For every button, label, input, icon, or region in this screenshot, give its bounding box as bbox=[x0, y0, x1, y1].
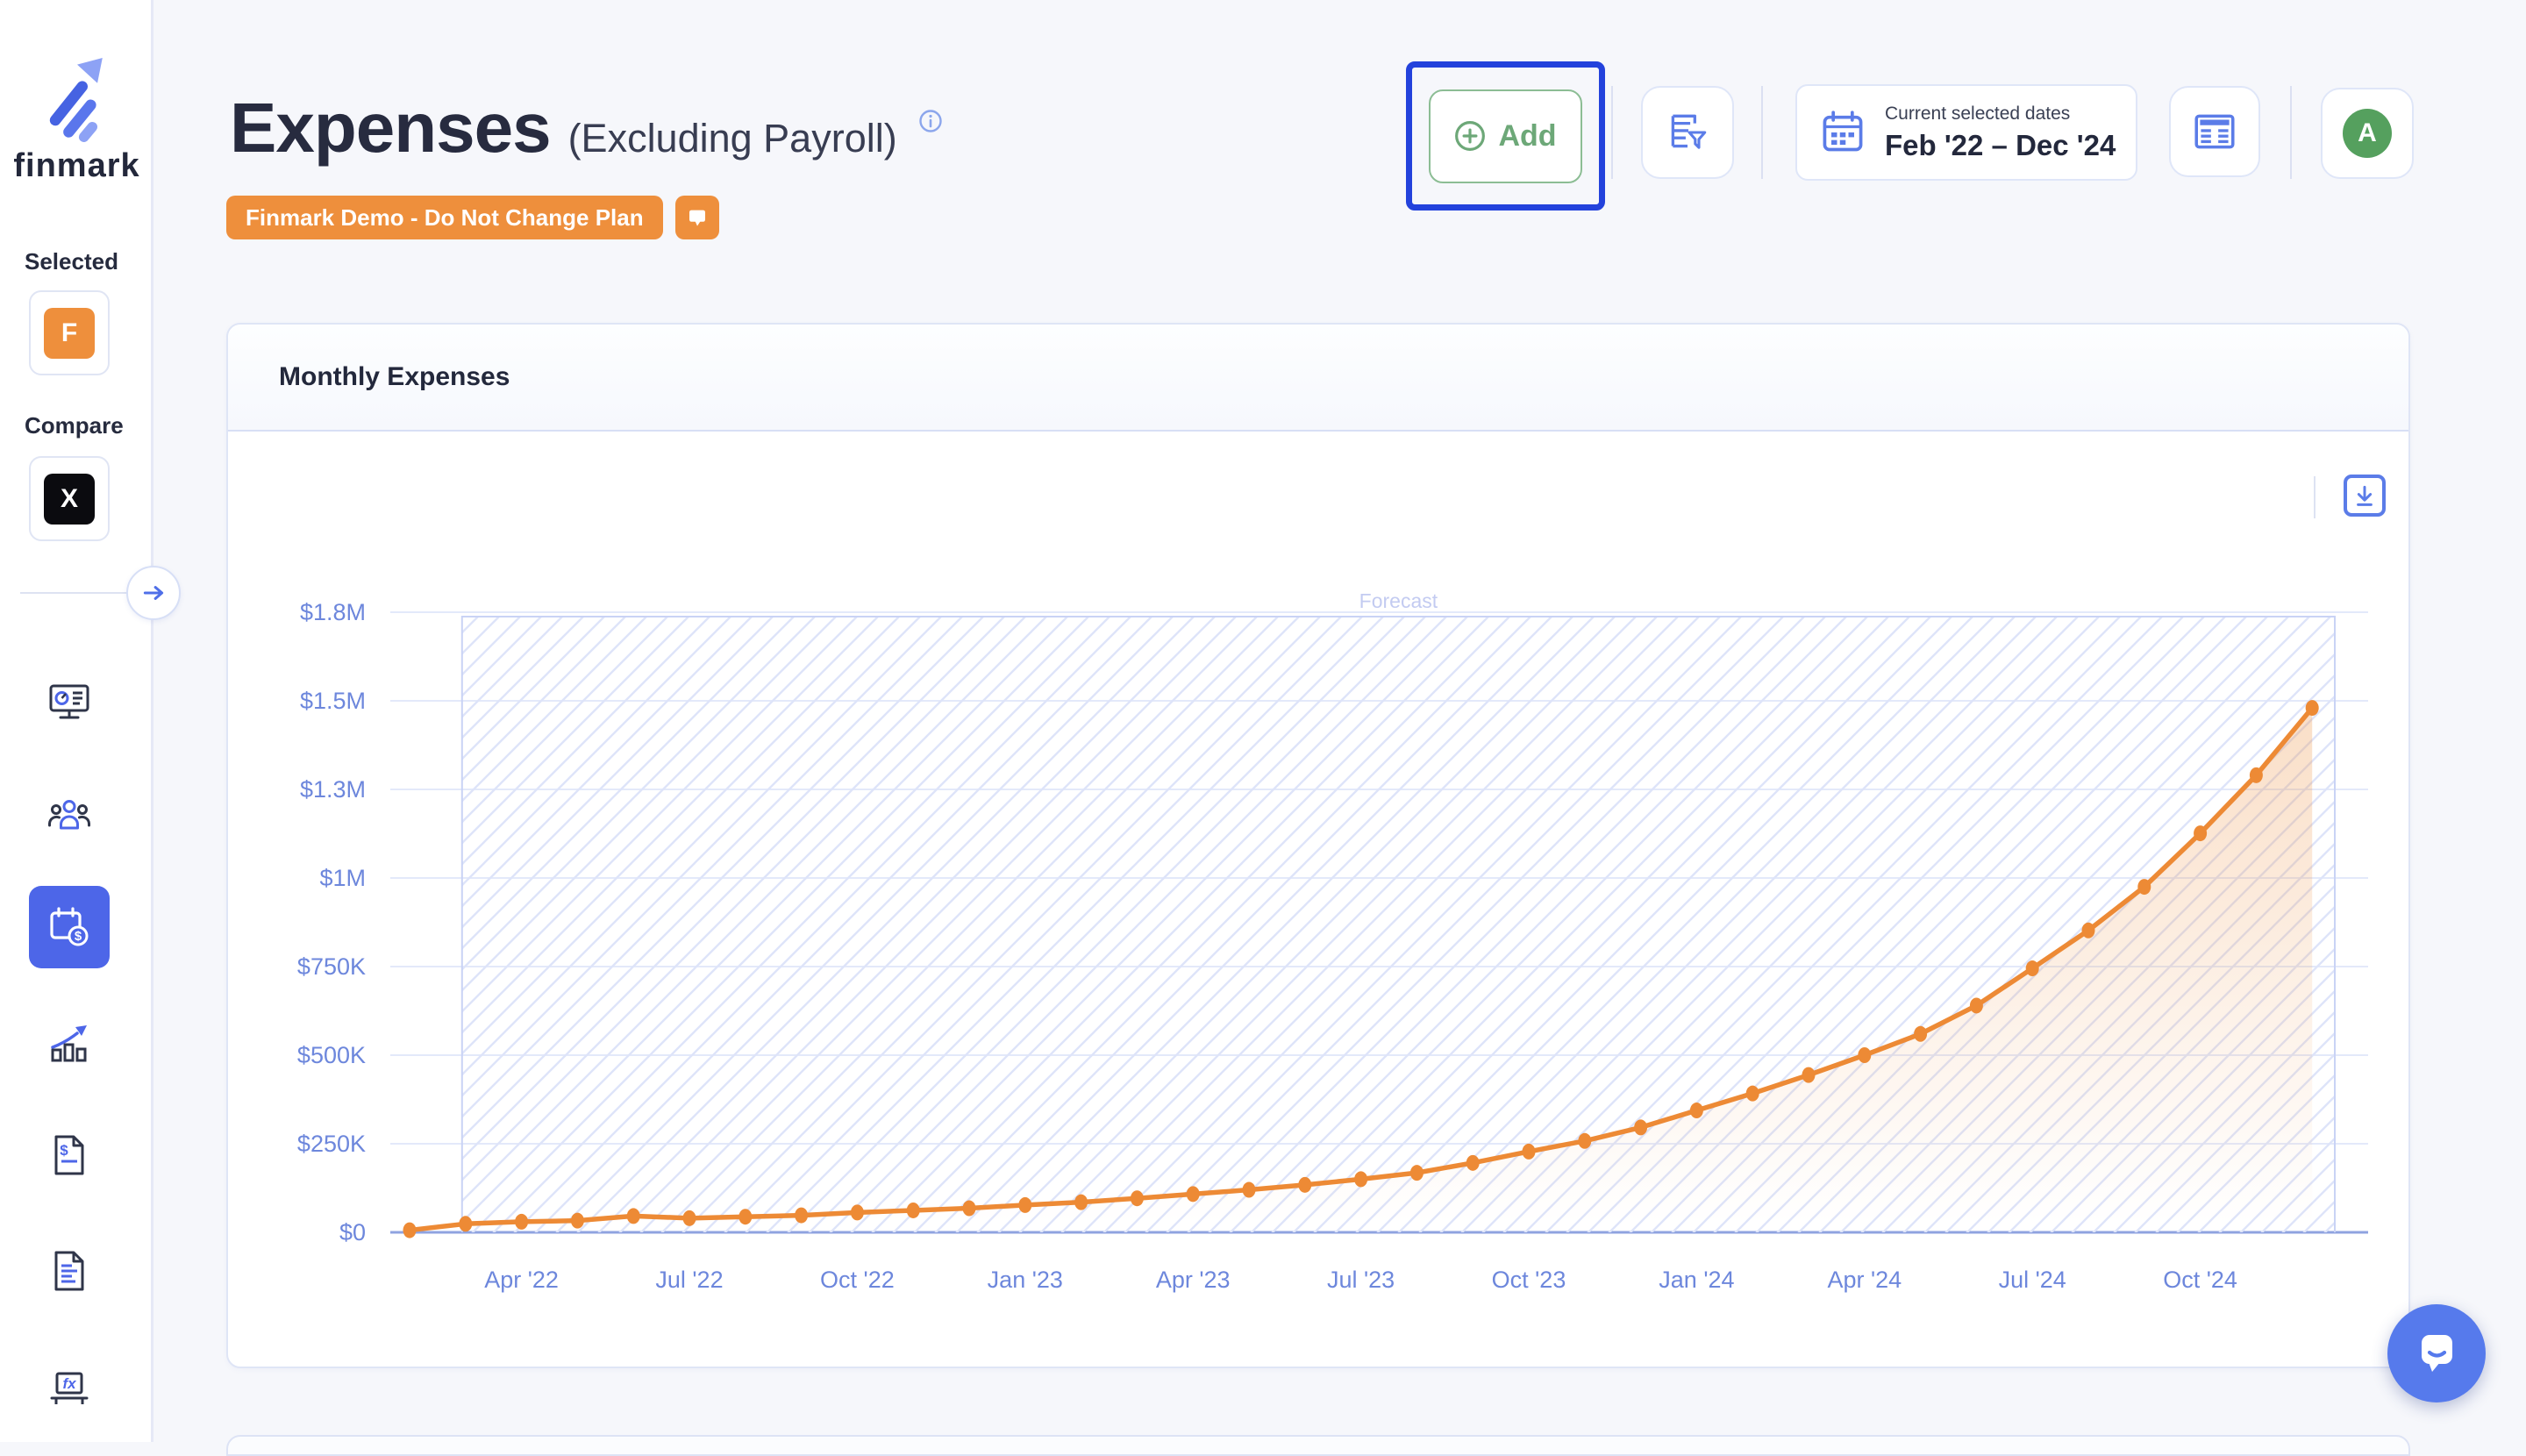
comment-button[interactable] bbox=[674, 196, 719, 239]
metrics-chart-icon bbox=[51, 1025, 87, 1062]
info-button[interactable] bbox=[918, 109, 943, 136]
invoice-document-icon: $ bbox=[54, 1135, 84, 1175]
filter-button[interactable] bbox=[1641, 86, 1734, 179]
monthly-expenses-chart: $0 $250K $500K $750K $1M $1.3M $1.5M $1.8M Forec… bbox=[297, 589, 2368, 1293]
dates-caption: Current selected dates bbox=[1885, 103, 2071, 124]
team-people-icon bbox=[48, 800, 90, 830]
svg-text:Oct '23: Oct '23 bbox=[1492, 1267, 1566, 1293]
page-header: Expenses (Excluding Payroll) bbox=[230, 88, 943, 168]
svg-text:$1.8M: $1.8M bbox=[300, 599, 366, 625]
compare-plan-card[interactable]: X bbox=[29, 456, 110, 541]
chart-toolbar-divider bbox=[2314, 476, 2316, 518]
page-title: Expenses bbox=[230, 89, 552, 167]
selected-plan-card[interactable]: F bbox=[29, 290, 110, 375]
svg-text:Jul '22: Jul '22 bbox=[655, 1267, 723, 1293]
nav-dashboard-button[interactable] bbox=[32, 664, 106, 738]
page-subtitle: (Excluding Payroll) bbox=[567, 116, 897, 161]
nav-metrics-button[interactable] bbox=[32, 1007, 106, 1081]
intercom-launcher[interactable] bbox=[2387, 1304, 2486, 1402]
svg-text:Apr '23: Apr '23 bbox=[1156, 1267, 1231, 1293]
svg-text:$: $ bbox=[75, 929, 82, 944]
svg-text:$1M: $1M bbox=[319, 865, 366, 891]
table-icon bbox=[2194, 114, 2235, 149]
controls-divider bbox=[1611, 86, 1613, 179]
plus-circle-icon bbox=[1455, 121, 1486, 151]
svg-text:Apr '22: Apr '22 bbox=[484, 1267, 559, 1293]
nav-invoices-button[interactable]: $ bbox=[32, 1118, 106, 1192]
svg-text:$: $ bbox=[60, 1142, 68, 1159]
controls-divider bbox=[1761, 86, 1763, 179]
svg-text:$0: $0 bbox=[339, 1219, 366, 1245]
date-range-button[interactable]: Current selected dates Feb '22 – Dec '24 bbox=[1795, 84, 2137, 181]
compare-label: Compare bbox=[25, 412, 124, 439]
svg-text:Forecast: Forecast bbox=[1359, 589, 1438, 612]
avatar-button[interactable]: A bbox=[2321, 88, 2414, 179]
svg-text:Oct '24: Oct '24 bbox=[2163, 1267, 2237, 1293]
svg-text:Jan '24: Jan '24 bbox=[1659, 1267, 1734, 1293]
sidebar-divider bbox=[20, 592, 127, 594]
svg-text:Jul '24: Jul '24 bbox=[1999, 1267, 2066, 1293]
avatar: A bbox=[2343, 109, 2392, 158]
nav-formulas-button[interactable]: fx bbox=[32, 1349, 106, 1423]
svg-text:$750K: $750K bbox=[297, 953, 366, 980]
svg-text:Oct '22: Oct '22 bbox=[820, 1267, 895, 1293]
chat-bubble-icon bbox=[2422, 1335, 2452, 1372]
controls-divider bbox=[2290, 86, 2292, 179]
add-button-highlight: Add bbox=[1406, 61, 1605, 211]
svg-text:$1.5M: $1.5M bbox=[300, 688, 366, 714]
svg-text:Jul '23: Jul '23 bbox=[1327, 1267, 1395, 1293]
svg-text:$500K: $500K bbox=[297, 1042, 366, 1068]
report-document-icon bbox=[54, 1251, 84, 1291]
sidebar-expand-button[interactable] bbox=[126, 566, 181, 620]
table-view-button[interactable] bbox=[2169, 86, 2260, 177]
info-icon bbox=[919, 110, 942, 132]
brand-name: finmark bbox=[13, 147, 140, 184]
download-icon bbox=[2357, 485, 2373, 506]
dashboard-monitor-icon bbox=[49, 684, 89, 719]
download-button[interactable] bbox=[2344, 475, 2386, 517]
selected-plan-tile: F bbox=[44, 307, 95, 359]
svg-text:$250K: $250K bbox=[297, 1131, 366, 1157]
plan-badge-row: Finmark Demo - Do Not Change Plan bbox=[226, 196, 719, 239]
svg-text:Jan '23: Jan '23 bbox=[988, 1267, 1063, 1293]
calendar-icon bbox=[1823, 111, 1863, 152]
add-button[interactable]: Add bbox=[1429, 89, 1582, 183]
add-button-label: Add bbox=[1498, 118, 1557, 153]
selected-label: Selected bbox=[25, 248, 118, 275]
arrow-right-icon bbox=[143, 586, 164, 600]
compare-plan-tile: X bbox=[44, 473, 95, 525]
card-header: Monthly Expenses bbox=[228, 325, 2408, 432]
finmark-logo: finmark bbox=[0, 58, 153, 185]
expenses-calendar-dollar-icon: $ bbox=[50, 907, 89, 946]
formulas-fx-icon: fx bbox=[50, 1372, 89, 1404]
next-section-card bbox=[226, 1435, 2410, 1456]
nav-expenses-button[interactable]: $ bbox=[29, 886, 110, 968]
sidebar: finmark Selected F Compare X bbox=[0, 0, 153, 1442]
dates-value: Feb '22 – Dec '24 bbox=[1885, 128, 2116, 161]
comment-bubble-icon bbox=[689, 210, 705, 226]
filter-list-icon bbox=[1671, 114, 1707, 149]
nav-reports-button[interactable] bbox=[32, 1234, 106, 1308]
plan-badge: Finmark Demo - Do Not Change Plan bbox=[226, 196, 663, 239]
card-title: Monthly Expenses bbox=[279, 362, 510, 391]
nav-team-button[interactable] bbox=[32, 778, 106, 852]
svg-text:fx: fx bbox=[62, 1375, 77, 1392]
finmark-logo-icon bbox=[49, 58, 103, 142]
svg-text:$1.3M: $1.3M bbox=[300, 776, 366, 803]
svg-text:Apr '24: Apr '24 bbox=[1827, 1267, 1902, 1293]
